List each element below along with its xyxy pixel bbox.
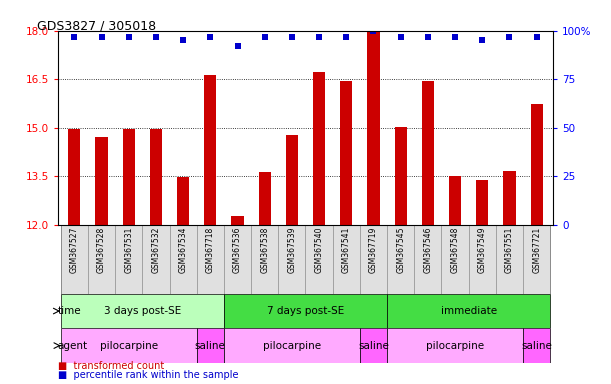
Bar [60, 294, 224, 328]
Bar [360, 225, 387, 294]
Text: GSM367531: GSM367531 [124, 227, 133, 273]
Bar [523, 225, 551, 294]
Text: GSM367536: GSM367536 [233, 227, 242, 273]
Text: GSM367534: GSM367534 [178, 227, 188, 273]
Text: GDS3827 / 305018: GDS3827 / 305018 [37, 19, 156, 32]
Point [260, 33, 269, 40]
Text: pilocarpine: pilocarpine [426, 341, 484, 351]
Bar [387, 294, 551, 328]
Bar [197, 225, 224, 294]
Bar [469, 225, 496, 294]
Bar [476, 180, 488, 225]
Point [178, 37, 188, 43]
Bar [150, 129, 162, 225]
Text: pilocarpine: pilocarpine [263, 341, 321, 351]
Point [205, 33, 215, 40]
Text: time: time [57, 306, 81, 316]
Bar [224, 294, 387, 328]
Bar [88, 225, 115, 294]
Bar [530, 104, 543, 225]
Bar [333, 225, 360, 294]
Text: GSM367532: GSM367532 [152, 227, 161, 273]
Bar [60, 225, 88, 294]
Text: saline: saline [358, 341, 389, 351]
Text: immediate: immediate [441, 306, 497, 316]
Bar [340, 81, 353, 225]
Bar [169, 225, 197, 294]
Bar [306, 225, 333, 294]
Bar [387, 328, 523, 363]
Text: GSM367541: GSM367541 [342, 227, 351, 273]
Text: GSM367539: GSM367539 [287, 227, 296, 273]
Bar [224, 225, 251, 294]
Point [151, 33, 161, 40]
Point [368, 28, 378, 34]
Bar [422, 81, 434, 225]
Text: saline: saline [521, 341, 552, 351]
Bar [387, 225, 414, 294]
Point [287, 33, 297, 40]
Text: saline: saline [195, 341, 225, 351]
Text: 7 days post-SE: 7 days post-SE [267, 306, 344, 316]
Point [97, 33, 106, 40]
Text: GSM367540: GSM367540 [315, 227, 324, 273]
Text: ■  percentile rank within the sample: ■ percentile rank within the sample [58, 370, 238, 380]
Text: 3 days post-SE: 3 days post-SE [104, 306, 181, 316]
Text: GSM367549: GSM367549 [478, 227, 487, 273]
Bar [142, 225, 169, 294]
Bar [177, 177, 189, 225]
Text: GSM367551: GSM367551 [505, 227, 514, 273]
Bar [115, 225, 142, 294]
Point [396, 33, 406, 40]
Bar [251, 225, 278, 294]
Point [124, 33, 134, 40]
Text: GSM367527: GSM367527 [70, 227, 79, 273]
Bar [224, 328, 360, 363]
Bar [414, 225, 442, 294]
Point [477, 37, 487, 43]
Bar [286, 135, 298, 225]
Text: GSM367721: GSM367721 [532, 227, 541, 273]
Point [450, 33, 460, 40]
Bar [523, 328, 551, 363]
Point [342, 33, 351, 40]
Bar [123, 129, 135, 225]
Text: GSM367718: GSM367718 [206, 227, 215, 273]
Text: GSM367538: GSM367538 [260, 227, 269, 273]
Bar [60, 328, 197, 363]
Bar [395, 127, 407, 225]
Point [70, 33, 79, 40]
Point [423, 33, 433, 40]
Bar [496, 225, 523, 294]
Bar [68, 129, 81, 225]
Text: GSM367545: GSM367545 [396, 227, 405, 273]
Point [505, 33, 514, 40]
Bar [503, 170, 516, 225]
Bar [95, 137, 108, 225]
Bar [197, 328, 224, 363]
Text: GSM367528: GSM367528 [97, 227, 106, 273]
Bar [449, 175, 461, 225]
Text: agent: agent [57, 341, 87, 351]
Text: GSM367546: GSM367546 [423, 227, 433, 273]
Bar [442, 225, 469, 294]
Bar [360, 328, 387, 363]
Bar [258, 172, 271, 225]
Point [532, 33, 541, 40]
Bar [278, 225, 306, 294]
Text: GSM367719: GSM367719 [369, 227, 378, 273]
Text: GSM367548: GSM367548 [450, 227, 459, 273]
Text: pilocarpine: pilocarpine [100, 341, 158, 351]
Bar [232, 215, 244, 225]
Bar [367, 31, 379, 225]
Point [233, 43, 243, 49]
Text: ■  transformed count: ■ transformed count [58, 361, 164, 371]
Point [314, 33, 324, 40]
Bar [204, 75, 216, 225]
Bar [313, 72, 325, 225]
